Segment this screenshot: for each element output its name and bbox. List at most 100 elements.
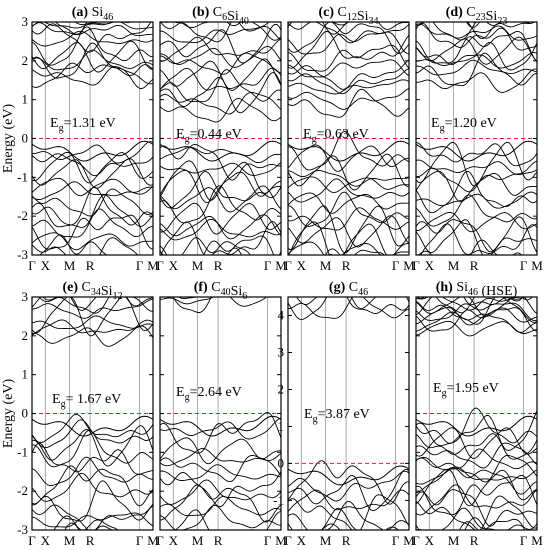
valence-band xyxy=(32,429,153,468)
conduction-band xyxy=(288,88,409,118)
x-tick-label: Γ xyxy=(392,258,400,273)
valence-band xyxy=(32,413,153,443)
valence-band xyxy=(416,211,537,233)
valence-band xyxy=(288,178,409,203)
valence-band xyxy=(416,448,537,470)
valence-band xyxy=(160,160,281,201)
valence-band xyxy=(416,517,487,530)
conduction-band xyxy=(288,59,409,90)
y-tick-label: 4 xyxy=(278,307,285,322)
x-tick-label: M xyxy=(275,258,287,273)
bands xyxy=(416,297,537,530)
y-tick-label: 0 xyxy=(22,406,29,421)
bands xyxy=(160,22,281,255)
band-gap-label: Eg=2.64 eV xyxy=(176,385,242,403)
valence-band xyxy=(160,185,281,213)
conduction-band xyxy=(32,297,153,337)
x-tick-label: X xyxy=(297,533,307,548)
valence-band xyxy=(420,223,537,255)
x-tick-label: R xyxy=(470,533,479,548)
valence-band xyxy=(32,442,153,475)
y-tick-label: 1 xyxy=(22,92,29,107)
x-tick-label: R xyxy=(342,258,351,273)
plot-frame xyxy=(31,21,154,256)
conduction-band xyxy=(416,22,537,51)
valence-band xyxy=(416,518,526,530)
conduction-band xyxy=(32,315,153,330)
x-tick-label: Γ xyxy=(156,258,164,273)
x-tick-label: Γ xyxy=(412,258,420,273)
valence-band xyxy=(288,241,409,255)
conduction-band xyxy=(160,22,281,43)
valence-band xyxy=(160,447,281,467)
valence-band xyxy=(416,507,537,530)
plot-frame xyxy=(159,296,282,531)
valence-band xyxy=(160,202,281,235)
x-tick-label: Γ xyxy=(28,258,36,273)
valence-band xyxy=(160,214,281,240)
x-tick-label: Γ xyxy=(28,533,36,548)
conduction-band xyxy=(416,22,531,28)
conduction-band xyxy=(32,298,153,319)
conduction-band xyxy=(509,297,527,300)
conduction-band xyxy=(416,297,524,316)
plot-frame xyxy=(31,296,154,531)
y-tick-label: 1 xyxy=(22,367,29,382)
conduction-band xyxy=(416,22,502,41)
valence-band xyxy=(160,484,281,523)
conduction-band xyxy=(32,66,153,86)
conduction-band xyxy=(416,42,537,71)
valence-band xyxy=(160,479,281,505)
valence-band-top xyxy=(416,140,537,162)
valence-band xyxy=(288,205,409,254)
x-tick-label: X xyxy=(41,533,51,548)
valence-band xyxy=(416,160,537,193)
y-tick-label: 3 xyxy=(278,344,285,359)
valence-band-top xyxy=(288,465,409,486)
valence-band xyxy=(416,489,537,527)
conduction-band xyxy=(42,297,59,301)
x-tick-label: M xyxy=(448,258,460,273)
y-tick-label: -2 xyxy=(17,208,28,223)
valence-band xyxy=(416,495,537,530)
y-tick-label: 0 xyxy=(278,455,285,470)
conduction-band xyxy=(416,59,537,76)
x-tick-label: X xyxy=(425,258,435,273)
valence-band-top xyxy=(288,140,409,162)
band-gap-label: Eg= 1.67 eV xyxy=(52,392,121,410)
valence-band xyxy=(32,181,153,200)
conduction-band xyxy=(160,67,281,91)
valence-band xyxy=(160,218,281,241)
y-axis-label: Energy (eV) xyxy=(1,104,16,174)
valence-band xyxy=(416,194,537,227)
conduction-band xyxy=(416,36,537,65)
conduction-band xyxy=(288,297,409,321)
valence-band xyxy=(181,237,251,255)
y-tick-label: -1 xyxy=(17,169,28,184)
conduction-band xyxy=(160,72,281,114)
conduction-band xyxy=(160,23,281,64)
panel-title: (b) C6Si40 xyxy=(192,5,249,27)
bands xyxy=(160,297,281,530)
x-tick-label: R xyxy=(214,258,223,273)
x-tick-label: X xyxy=(169,533,179,548)
conduction-band xyxy=(32,319,153,336)
conduction-band xyxy=(288,44,409,72)
conduction-band xyxy=(296,297,409,310)
panel-title: (f) C40Si6 xyxy=(194,280,248,302)
valence-band xyxy=(32,456,153,487)
valence-band xyxy=(32,425,153,467)
valence-band xyxy=(288,489,409,512)
valence-band xyxy=(288,460,409,505)
conduction-band xyxy=(288,22,409,44)
valence-band xyxy=(32,194,153,228)
x-tick-label: R xyxy=(86,533,95,548)
valence-band xyxy=(160,162,281,176)
valence-band xyxy=(416,141,537,167)
x-tick-label: M xyxy=(192,533,204,548)
x-tick-label: Γ xyxy=(520,258,528,273)
conduction-band xyxy=(32,30,153,47)
y-tick-label: -3 xyxy=(17,247,28,262)
valence-band-top xyxy=(416,415,537,437)
